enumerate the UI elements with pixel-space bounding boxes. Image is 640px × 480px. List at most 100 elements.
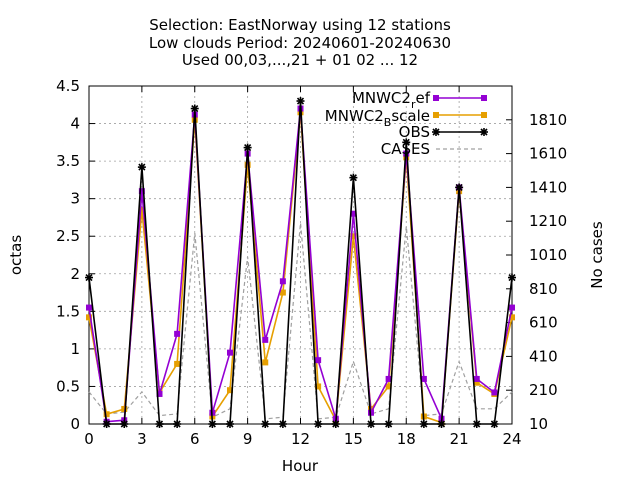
x-tick-label: 21 [450,430,469,448]
point-OBS [85,273,93,282]
legend-label-ref: MNWC2ref [352,89,431,111]
point-MNWC2ref [368,409,374,416]
point-MNWC2ref [315,357,322,364]
point-MNWC2Bscale [315,383,322,390]
point-MNWC2Bscale [385,383,392,390]
point-OBS [508,273,516,282]
point-MNWC2Bscale [138,206,145,213]
point-MNWC2Bscale [350,233,357,240]
y2-tick-label: 210 [529,381,558,399]
x-tick-label: 6 [190,430,200,448]
series-line-MNWC2ref [88,108,513,423]
axis-ticks: 0 3 6 9 12 15 18 21 24 0 0.5 1 1.5 2 2.5 3 3.5 4 4.5 102104… [56,77,567,448]
y-tick-label: 1 [70,340,80,358]
point-OBS [314,420,323,428]
point-OBS [173,420,182,428]
y2-tick-label: 1010 [529,246,567,264]
point-MNWC2ref [385,375,392,382]
legend-marker-OBS [432,128,440,136]
point-MNWC2ref [509,304,515,311]
y2-tick-label: 1810 [529,111,567,129]
legend-label-cases: CASES [381,140,430,158]
point-OBS [190,104,199,113]
point-OBS [472,420,481,428]
point-OBS [102,420,111,428]
point-OBS [331,420,340,428]
y-tick-label: 2 [70,265,80,283]
point-MNWC2ref [174,330,181,337]
point-OBS [384,420,393,428]
y-tick-label: 1.5 [56,302,80,320]
y2-tick-label: 1410 [529,178,567,196]
x-tick-label: 0 [84,430,94,448]
legend-marker-MNWC2Bscale [433,112,439,118]
point-MNWC2ref [420,375,427,382]
y2-tick-label: 610 [529,314,558,332]
y2-tick-label: 410 [529,347,558,365]
point-MNWC2ref [227,349,233,356]
y-tick-label: 3.5 [56,152,80,170]
point-MNWC2Bscale [509,314,515,321]
legend: MNWC2ref MNWC2Bscale OBS CASES [325,89,488,158]
point-MNWC2ref [491,389,498,396]
point-OBS [419,420,428,428]
legend-label-obs: OBS [399,123,430,141]
x-tick-label: 12 [291,430,310,448]
point-OBS [226,420,234,428]
point-MNWC2ref [279,278,286,285]
point-OBS [437,420,446,428]
x-axis-label: Hour [282,457,319,475]
point-OBS [296,97,305,106]
y-tick-label: 4 [70,115,80,133]
chart-title: Selection: EastNorway using 12 stations … [149,16,451,69]
point-MNWC2Bscale [262,359,269,366]
y2-tick-label: 810 [529,280,558,298]
point-MNWC2Bscale [244,161,251,168]
title-line-1: Selection: EastNorway using 12 stations [149,16,451,34]
point-MNWC2Bscale [279,289,286,296]
legend-marker-MNWC2Bscale [481,112,487,118]
y-axis-label: octas [7,235,25,275]
y2-tick-label: 10 [529,415,548,433]
point-OBS [402,138,411,147]
point-OBS [137,163,146,172]
y-tick-label: 0 [70,415,80,433]
x-tick-label: 3 [137,430,147,448]
point-MNWC2ref [262,336,269,343]
point-OBS [243,143,252,152]
x-tick-label: 18 [397,430,416,448]
point-OBS [278,420,287,428]
legend-marker-OBS [480,128,488,136]
point-MNWC2Bscale [227,387,233,394]
title-line-2: Low clouds Period: 20240601-20240630 [149,34,451,52]
x-tick-label: 9 [243,430,253,448]
legend-marker-MNWC2ref [433,95,439,101]
point-MNWC2ref [156,390,163,397]
grid-lines [89,86,512,424]
point-OBS [490,420,499,428]
x-tick-label: 15 [344,430,363,448]
point-MNWC2ref [138,188,145,195]
point-MNWC2Bscale [473,379,480,386]
y-tick-label: 3 [70,190,80,208]
y-tick-label: 0.5 [56,377,80,395]
point-MNWC2ref [350,210,357,217]
x-tick-label: 24 [502,430,521,448]
point-MNWC2Bscale [121,405,128,412]
point-OBS [120,420,129,428]
legend-marker-MNWC2ref [481,95,487,101]
y-tick-label: 4.5 [56,77,80,95]
point-OBS [367,420,375,428]
point-OBS [155,420,164,428]
title-line-3: Used 00,03,...,21 + 01 02 ... 12 [182,51,418,69]
point-MNWC2ref [473,375,480,382]
point-OBS [261,420,270,428]
y2-axis-label: No cases [588,221,606,289]
point-MNWC2Bscale [103,411,110,418]
y2-tick-label: 1610 [529,145,567,163]
series-OBS [85,97,516,428]
point-OBS [208,420,217,428]
data-series [85,97,516,428]
point-MNWC2Bscale [86,314,92,321]
